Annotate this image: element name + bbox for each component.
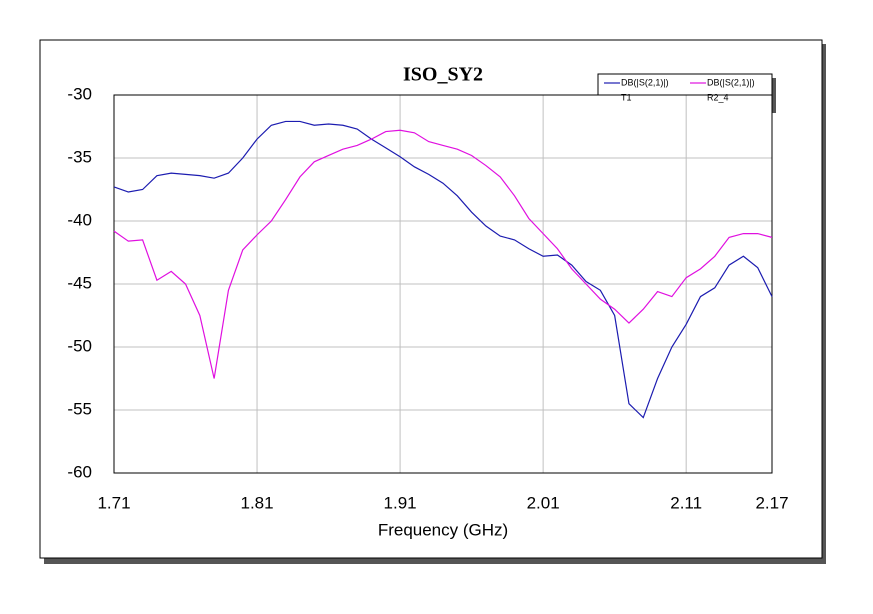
- x-tick-label: 2.17: [755, 493, 788, 512]
- y-tick-label: -50: [67, 336, 92, 355]
- x-tick-label: 2.11: [670, 493, 702, 512]
- x-tick-label: 1.81: [240, 493, 273, 512]
- y-tick-label: -30: [67, 84, 92, 103]
- legend-sublabel: T1: [621, 92, 632, 102]
- x-tick-label: 1.71: [97, 493, 130, 512]
- legend-label: DB(|S(2,1)|): [621, 77, 669, 87]
- y-tick-label: -45: [67, 273, 92, 292]
- y-tick-label: -35: [67, 147, 92, 166]
- legend-label: DB(|S(2,1)|): [707, 77, 755, 87]
- series-line: [113, 120, 773, 419]
- x-axis-label: Frequency (GHz): [378, 520, 508, 539]
- y-tick-label: -40: [67, 210, 92, 229]
- legend-sublabel: R2_4: [707, 92, 729, 102]
- chart-title: ISO_SY2: [403, 64, 483, 86]
- series-line: [113, 129, 773, 379]
- plot-border: [113, 94, 773, 474]
- y-tick-label: -55: [67, 399, 92, 418]
- y-tick-label: -60: [67, 462, 92, 481]
- x-tick-label: 1.91: [384, 493, 417, 512]
- x-tick-label: 2.01: [527, 493, 560, 512]
